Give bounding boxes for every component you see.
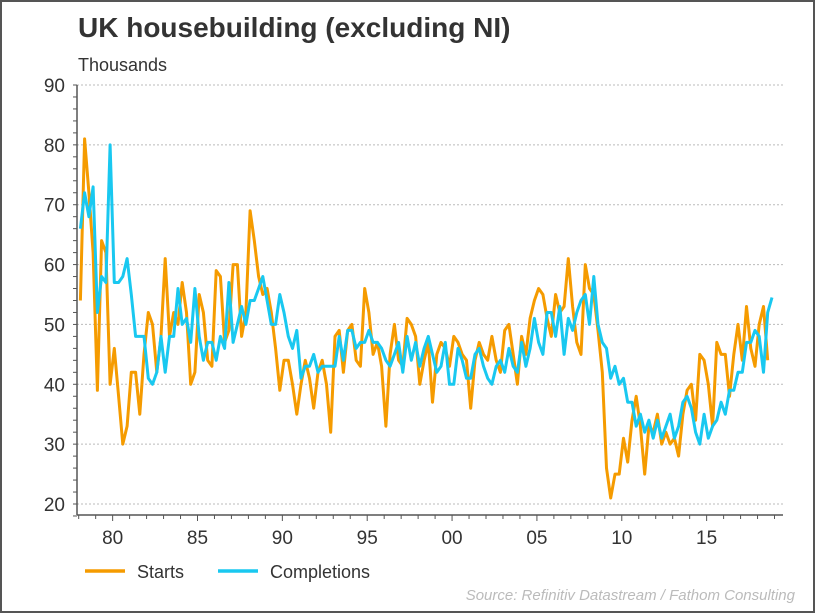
source-note: Source: Refinitiv Datastream / Fathom Co… [465, 587, 795, 604]
y-tick-label: 60 [44, 256, 65, 277]
y-tick-label: 40 [44, 375, 65, 396]
x-tick-label: 80 [102, 528, 123, 549]
series-line-completions [78, 143, 774, 446]
y-tick-label: 20 [44, 495, 65, 516]
y-tick-label: 30 [44, 435, 65, 456]
x-tick-label: 00 [441, 528, 462, 549]
x-tick-label: 05 [526, 528, 547, 549]
legend-label-starts: Starts [137, 562, 184, 582]
chart-title: UK housebuilding (excluding NI) [78, 12, 511, 43]
y-tick-label: 50 [44, 315, 65, 336]
y-tick-label: 90 [44, 76, 65, 97]
x-tick-label: 90 [272, 528, 293, 549]
legend-label-completions: Completions [270, 562, 370, 582]
x-tick-label: 15 [696, 528, 717, 549]
x-tick-label: 85 [187, 528, 208, 549]
y-tick-label: 80 [44, 136, 65, 157]
y-tick-label: 70 [44, 196, 65, 217]
y-axis-unit-label: Thousands [78, 55, 168, 75]
x-tick-label: 10 [611, 528, 632, 549]
x-tick-label: 95 [357, 528, 378, 549]
series-line-starts [78, 137, 770, 500]
